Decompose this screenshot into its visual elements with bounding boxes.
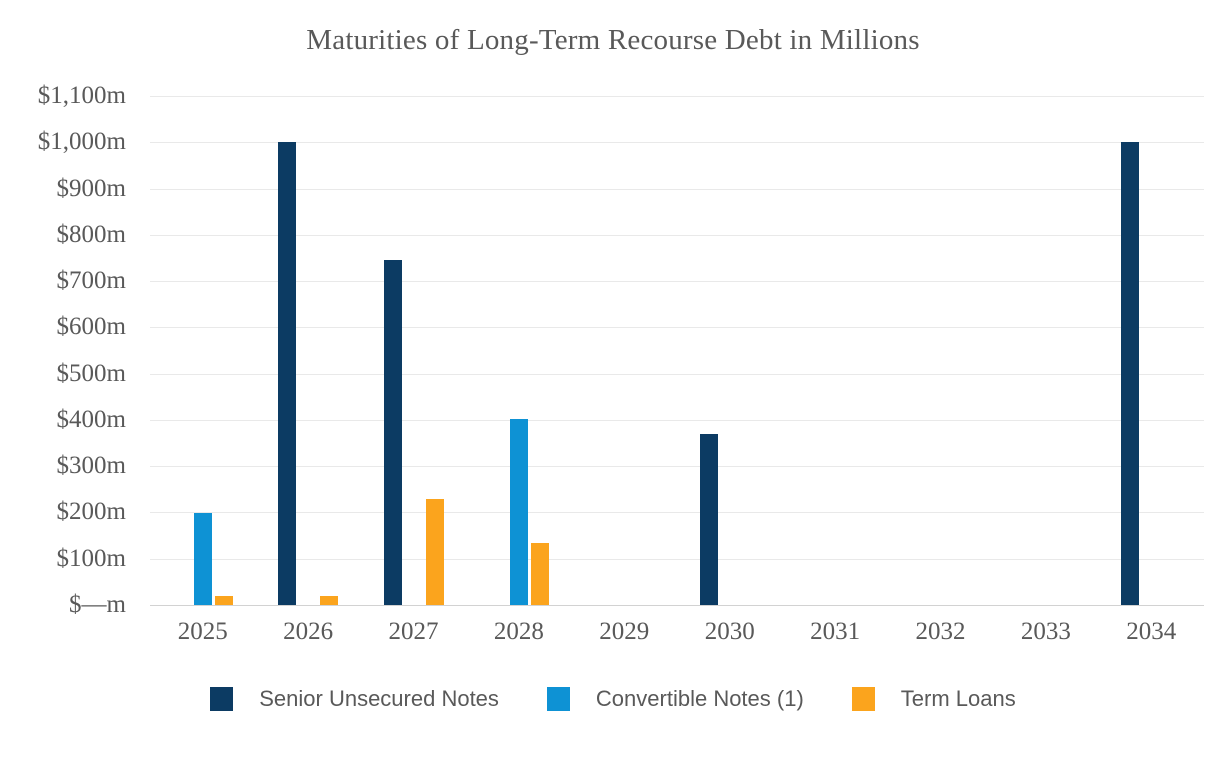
- y-tick-label: $300m: [56, 452, 126, 480]
- y-tick-label: $700m: [56, 267, 126, 295]
- bar-2034-series-0: [1121, 142, 1140, 605]
- gridline: [150, 281, 1204, 283]
- legend-label: Senior Unsecured Notes: [259, 686, 499, 711]
- legend-swatch-icon: [546, 687, 570, 711]
- x-tick-label-2027: 2027: [388, 618, 439, 645]
- chart-legend: Senior Unsecured Notes Convertible Notes …: [0, 686, 1226, 712]
- x-tick-label-2030: 2030: [704, 618, 755, 645]
- y-tick-label: $200m: [56, 498, 126, 526]
- y-tick-label: $400m: [56, 405, 126, 433]
- gridline: [150, 512, 1204, 514]
- y-tick-label: $600m: [56, 313, 126, 341]
- legend-item-2: Term Loans: [851, 686, 1016, 712]
- bar-2027-series-0: [383, 260, 402, 605]
- x-tick-label-2029: 2029: [599, 618, 650, 645]
- bar-2028-series-1: [509, 418, 528, 605]
- bar-2030-series-0: [699, 433, 718, 605]
- x-tick-label-2025: 2025: [177, 618, 228, 645]
- legend-item-1: Convertible Notes (1): [546, 686, 804, 712]
- bar-2026-series-0: [278, 142, 297, 605]
- legend-swatch-icon: [210, 687, 234, 711]
- gridline: [150, 188, 1204, 190]
- gridline: [150, 234, 1204, 236]
- gridline: [150, 419, 1204, 421]
- legend-swatch-icon: [851, 687, 875, 711]
- x-tick-label-2032: 2032: [915, 618, 966, 645]
- y-tick-label: $900m: [56, 174, 126, 202]
- legend-item-0: Senior Unsecured Notes: [210, 686, 499, 712]
- gridline: [150, 142, 1204, 144]
- y-tick-label: $1,000m: [37, 128, 126, 156]
- gridline: [150, 96, 1204, 97]
- x-tick-label-2031: 2031: [810, 618, 861, 645]
- bar-2025-series-1: [193, 513, 212, 605]
- bar-2025-series-2: [214, 595, 233, 605]
- bar-2028-series-2: [530, 543, 549, 605]
- plot-area: [150, 96, 1204, 606]
- x-tick-label-2028: 2028: [493, 618, 544, 645]
- y-tick-label: $100m: [56, 544, 126, 572]
- y-tick-label: $500m: [56, 359, 126, 387]
- x-tick-label-2026: 2026: [283, 618, 334, 645]
- legend-label: Convertible Notes (1): [595, 686, 804, 711]
- gridline: [150, 373, 1204, 375]
- y-tick-label: $800m: [56, 220, 126, 248]
- y-tick-label: $1,100m: [37, 82, 126, 109]
- chart-title: Maturities of Long-Term Recourse Debt in…: [306, 24, 920, 56]
- gridline: [150, 558, 1204, 560]
- bar-2027-series-2: [425, 498, 444, 605]
- x-axis-line: [150, 605, 1204, 606]
- legend-label: Term Loans: [900, 686, 1016, 711]
- x-tick-label-2034: 2034: [1126, 618, 1177, 645]
- bar-2026-series-2: [320, 595, 339, 605]
- gridline: [150, 466, 1204, 468]
- x-tick-label-2033: 2033: [1020, 618, 1071, 645]
- y-tick-label: $—m: [69, 591, 126, 618]
- gridline: [150, 327, 1204, 329]
